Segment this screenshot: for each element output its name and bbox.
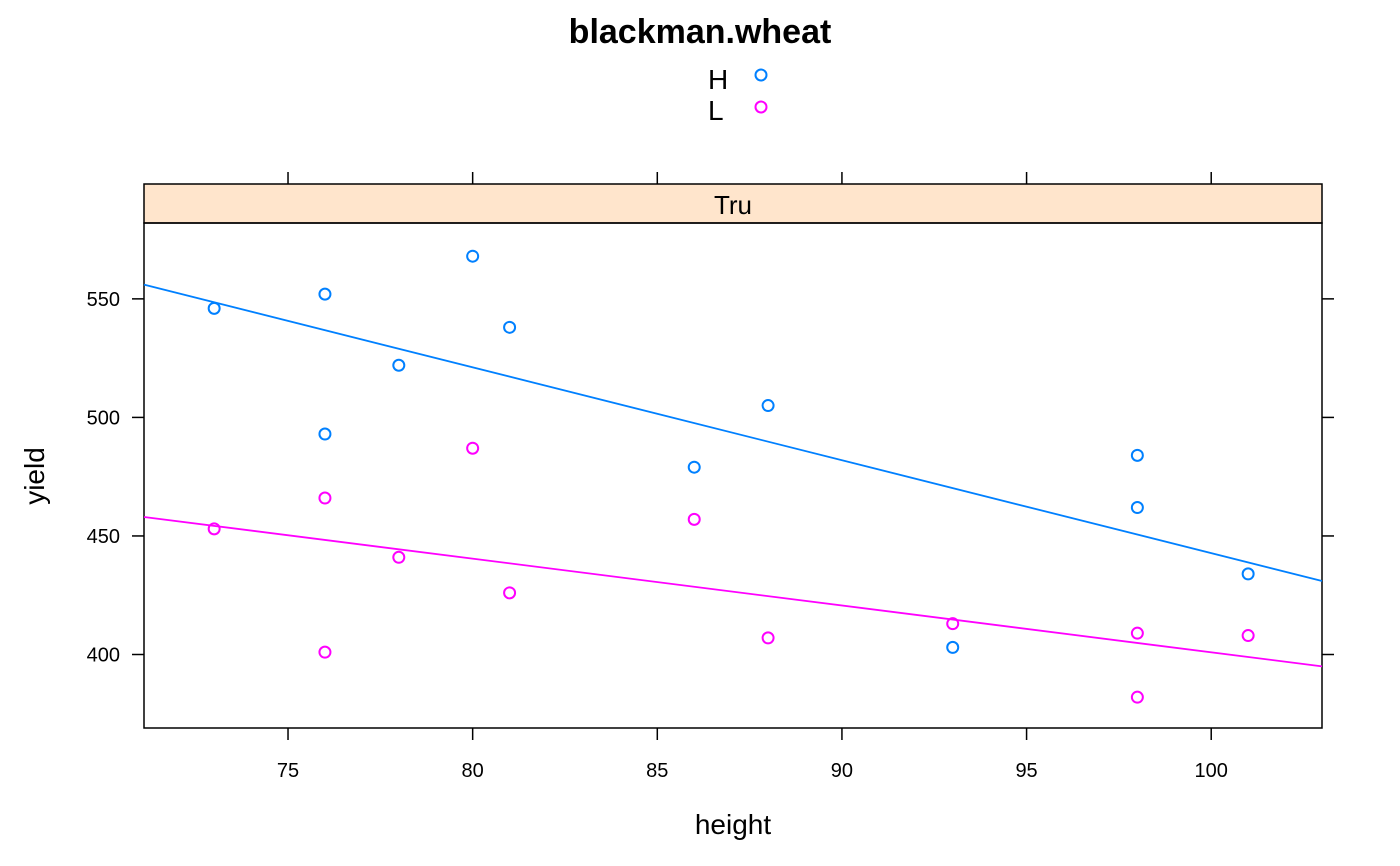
data-point-l <box>392 550 406 564</box>
plot-area <box>143 222 1323 729</box>
x-tick-label: 85 <box>646 760 668 782</box>
data-point-l <box>946 617 960 631</box>
legend: H L <box>708 64 768 126</box>
y-axis-title: yield <box>19 447 50 505</box>
data-point-h <box>318 287 332 301</box>
x-axis: 75 80 85 90 95 100 <box>277 172 1228 782</box>
x-axis-title: height <box>695 809 772 840</box>
legend-label-h: H <box>708 64 728 95</box>
chart-title: blackman.wheat <box>569 13 832 51</box>
data-point-l <box>207 522 221 536</box>
data-point-h <box>1130 448 1144 462</box>
y-tick-label: 400 <box>87 645 120 667</box>
data-point-l <box>1130 626 1144 640</box>
data-points <box>207 249 1255 704</box>
data-point-h <box>503 320 517 334</box>
data-point-l <box>761 631 775 645</box>
data-point-h <box>318 427 332 441</box>
legend-label-l: L <box>708 95 724 126</box>
data-point-l <box>1241 629 1255 643</box>
y-tick-label: 550 <box>87 289 120 311</box>
data-point-l <box>503 586 517 600</box>
x-tick-label: 95 <box>1015 760 1037 782</box>
y-axis: 400 450 500 550 <box>87 289 1334 667</box>
y-tick-label: 450 <box>87 526 120 548</box>
data-point-l <box>687 512 701 526</box>
data-point-h <box>1241 567 1255 581</box>
data-point-h <box>761 399 775 413</box>
y-tick-label: 500 <box>87 407 120 429</box>
legend-marker-l <box>754 100 768 114</box>
data-point-h <box>207 301 221 315</box>
legend-marker-h <box>754 68 768 82</box>
x-tick-label: 90 <box>831 760 853 782</box>
data-point-l <box>1130 690 1144 704</box>
data-point-h <box>392 358 406 372</box>
x-tick-label: 100 <box>1195 760 1228 782</box>
data-point-l <box>318 645 332 659</box>
panel-strip <box>143 183 1323 224</box>
data-point-h <box>687 460 701 474</box>
data-point-h <box>946 640 960 654</box>
data-point-l <box>466 441 480 455</box>
data-point-h <box>1130 501 1144 515</box>
data-point-h <box>466 249 480 263</box>
fit-lines <box>143 283 1323 668</box>
panel-strip-label: Tru <box>714 190 752 220</box>
data-point-l <box>318 491 332 505</box>
fit-line-h <box>143 283 1323 582</box>
x-tick-label: 80 <box>462 760 484 782</box>
x-tick-label: 75 <box>277 760 299 782</box>
fit-line-l <box>143 516 1323 668</box>
